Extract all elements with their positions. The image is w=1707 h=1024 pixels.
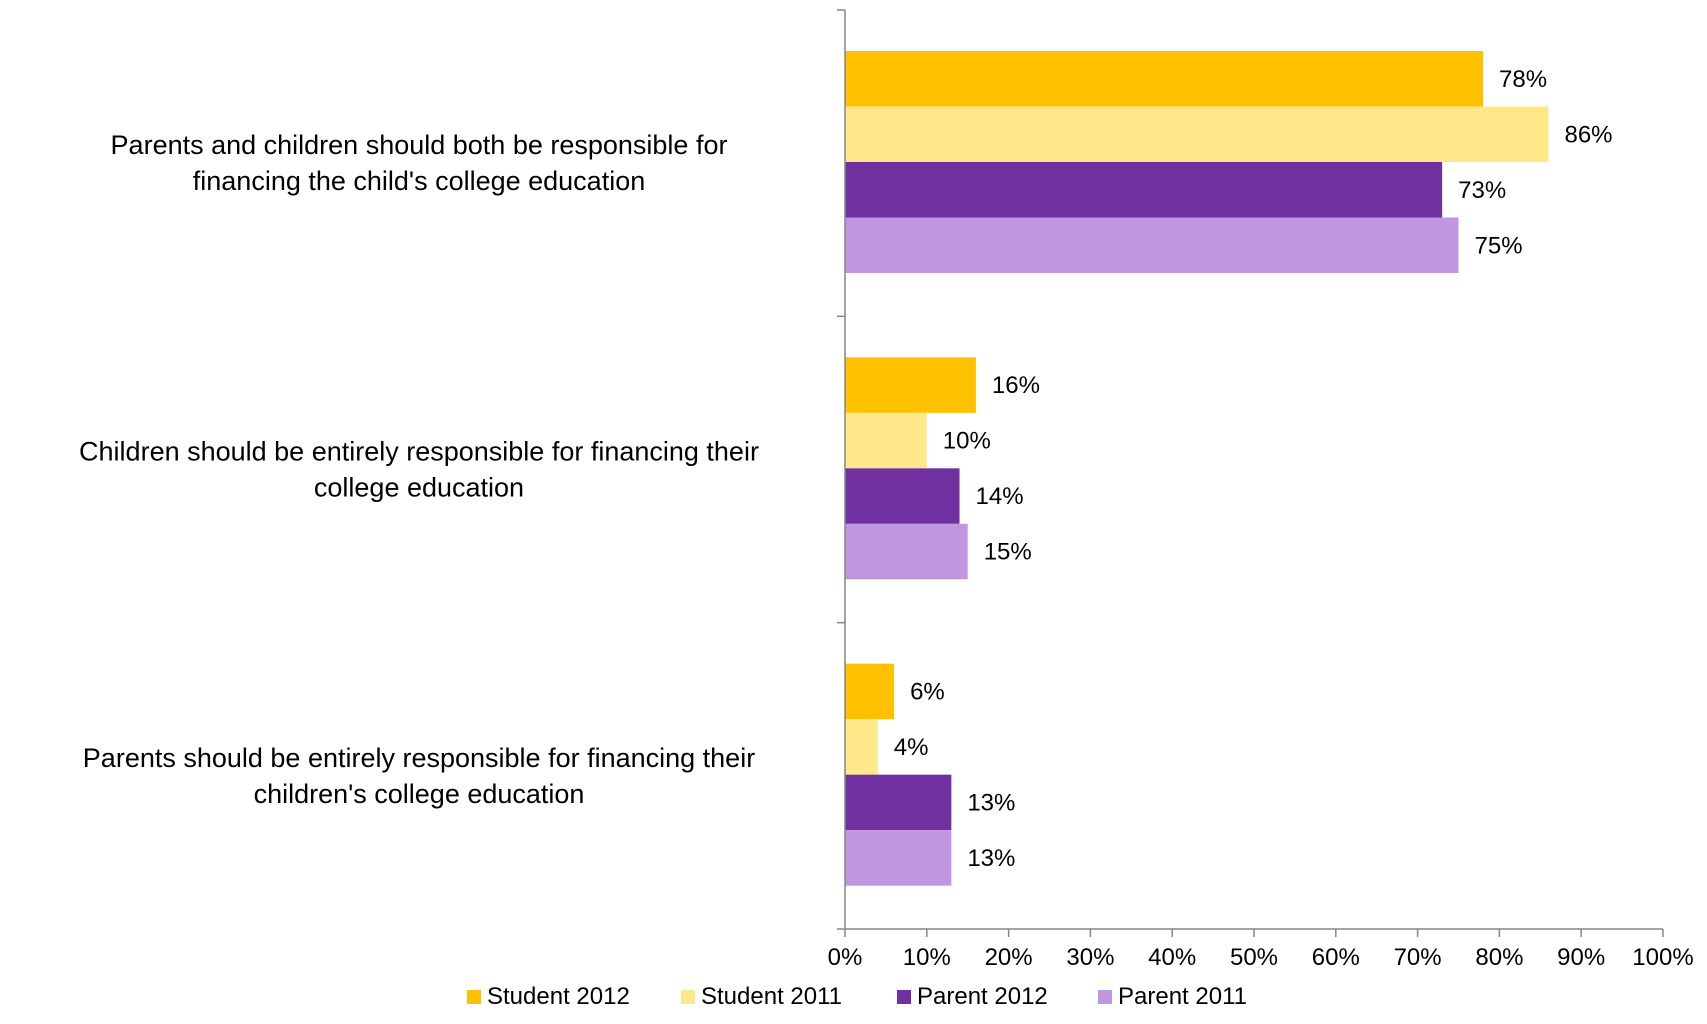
legend-label: Student 2011: [701, 983, 842, 1010]
category-labels: Parents and children should both be resp…: [79, 130, 759, 809]
x-tick-label: 50%: [1230, 944, 1278, 971]
category-label: financing the child's college education: [193, 166, 645, 196]
data-label: 4%: [894, 734, 929, 761]
data-label: 73%: [1458, 177, 1506, 204]
bars-layer: [845, 51, 1549, 886]
bar-student-2011-cat-3: [845, 719, 878, 775]
data-label: 75%: [1475, 232, 1523, 259]
x-tick-label: 60%: [1312, 944, 1360, 971]
legend-swatch-parent-2012: [897, 990, 911, 1004]
axes: 0% 10% 20% 30% 40% 50% 60% 70% 80% 90% 100%: [828, 9, 1694, 971]
bar-parent-2012-cat-1: [845, 162, 1443, 218]
x-tick-label: 80%: [1475, 944, 1523, 971]
data-label: 78%: [1499, 66, 1547, 93]
x-tick-label: 100%: [1632, 944, 1693, 971]
data-label: 15%: [984, 539, 1032, 566]
bar-parent-2012-cat-3: [845, 774, 952, 831]
category-label: college education: [314, 473, 524, 503]
bar-parent-2011-cat-1: [845, 217, 1459, 273]
data-labels-layer: 78% 86% 73% 75% 16% 10% 14% 15% 6% 4% 13% 13%: [894, 66, 1613, 872]
data-label: 13%: [967, 789, 1015, 816]
bar-student-2011-cat-2: [845, 412, 927, 469]
legend-label: Parent 2011: [1118, 983, 1247, 1010]
data-label: 86%: [1564, 121, 1612, 148]
legend-label: Parent 2012: [917, 983, 1048, 1010]
legend-swatch-student-2012: [467, 990, 481, 1004]
data-label: 6%: [910, 678, 945, 705]
bar-student-2012-cat-1: [845, 51, 1484, 107]
bar-parent-2011-cat-3: [845, 830, 952, 886]
x-tick-label: 70%: [1394, 944, 1442, 971]
x-tick-label: 0%: [828, 944, 863, 971]
legend: Student 2012 Student 2011 Parent 2012 Paren…: [467, 983, 1247, 1010]
data-label: 13%: [967, 845, 1015, 872]
category-label: Parents and children should both be resp…: [111, 130, 728, 160]
legend-swatch-student-2011: [681, 990, 695, 1004]
legend-label: Student 2012: [487, 983, 630, 1010]
x-tick-label: 20%: [985, 944, 1033, 971]
data-label: 14%: [976, 483, 1024, 510]
category-label: Parents should be entirely responsible f…: [83, 743, 755, 773]
bar-student-2012-cat-3: [845, 663, 895, 720]
category-label: children's college education: [254, 779, 585, 809]
data-label: 16%: [992, 372, 1040, 399]
bar-student-2012-cat-2: [845, 357, 976, 413]
bar-parent-2012-cat-2: [845, 468, 960, 524]
x-tick-label: 40%: [1148, 944, 1196, 971]
x-tick-label: 10%: [903, 944, 951, 971]
x-tick-label: 90%: [1557, 944, 1605, 971]
legend-swatch-parent-2011: [1098, 990, 1112, 1004]
bar-parent-2011-cat-2: [845, 523, 968, 580]
x-tick-label: 30%: [1066, 944, 1114, 971]
data-label: 10%: [943, 428, 991, 455]
bar-student-2011-cat-1: [845, 106, 1549, 162]
category-label: Children should be entirely responsible …: [79, 437, 759, 467]
